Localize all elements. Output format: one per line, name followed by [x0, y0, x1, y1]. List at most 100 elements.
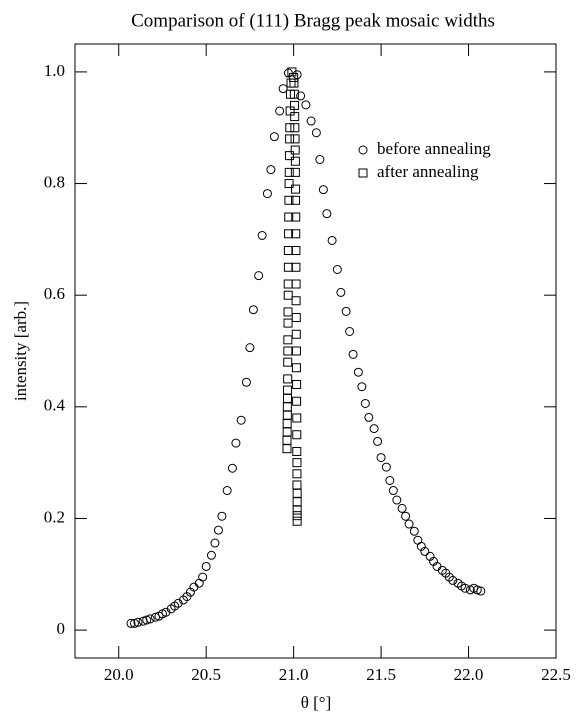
circle-point: [476, 586, 486, 596]
square-point: [290, 123, 300, 133]
square-point: [283, 290, 293, 300]
circle-point: [126, 618, 136, 628]
circle-point: [472, 585, 482, 595]
legend-marker: [358, 145, 368, 155]
plot-frame: [74, 43, 557, 659]
legend-label: before annealing: [377, 139, 491, 158]
circle-point: [248, 305, 258, 315]
x-axis-label: θ [°]: [301, 693, 332, 712]
square-point: [289, 72, 299, 82]
square-point: [292, 480, 302, 490]
square-point: [283, 374, 293, 384]
circle-point: [373, 436, 383, 446]
square-point: [282, 444, 292, 454]
square-point: [291, 195, 301, 205]
circle-point: [311, 128, 321, 138]
circle-point: [404, 519, 414, 529]
square-point: [292, 505, 302, 515]
square-point: [284, 167, 294, 177]
y-axis-label: intensity [arb.]: [11, 301, 30, 401]
y-tick-label: 0.6: [44, 284, 65, 303]
square-point: [282, 410, 292, 420]
circle-point: [292, 70, 302, 80]
square-point: [284, 195, 294, 205]
circle-point: [245, 343, 255, 353]
square-point: [292, 446, 302, 456]
legend-marker: [358, 168, 368, 178]
square-point: [284, 212, 294, 222]
circle-point: [381, 462, 391, 472]
x-tick-label: 21.5: [366, 665, 396, 684]
square-point: [283, 346, 293, 356]
circle-point: [266, 165, 276, 175]
circle-point: [392, 495, 402, 505]
circle-point: [254, 271, 264, 281]
square-point: [290, 156, 300, 166]
square-point: [286, 78, 296, 88]
circle-point: [269, 132, 279, 142]
square-point: [282, 435, 292, 445]
square-point: [291, 212, 301, 222]
circle-point: [376, 453, 386, 463]
circle-point: [460, 583, 470, 593]
circle-point: [448, 575, 458, 585]
circle-point: [129, 618, 139, 628]
square-point: [292, 516, 302, 526]
square-point: [285, 134, 295, 144]
y-tick-label: 0.4: [44, 396, 66, 415]
square-point: [283, 307, 293, 317]
square-point: [283, 279, 293, 289]
circle-point: [315, 155, 325, 165]
circle-point: [142, 615, 152, 625]
circle-point: [336, 287, 346, 297]
circle-point: [364, 412, 374, 422]
square-point: [290, 112, 300, 122]
square-point: [287, 67, 297, 77]
square-point: [283, 246, 293, 256]
x-tick-label: 22.5: [541, 665, 571, 684]
circle-point: [388, 486, 398, 496]
circle-point: [413, 535, 423, 545]
square-point: [291, 262, 301, 272]
circle-point: [397, 503, 407, 513]
circle-point: [278, 84, 288, 94]
x-tick-label: 20.0: [104, 665, 134, 684]
square-point: [289, 78, 299, 88]
circle-point: [210, 538, 220, 548]
square-point: [290, 145, 300, 155]
circle-point: [345, 326, 355, 336]
square-point: [291, 184, 301, 194]
square-point: [283, 318, 293, 328]
circle-point: [306, 116, 316, 126]
circle-point: [201, 561, 211, 571]
square-point: [291, 279, 301, 289]
circle-point: [357, 382, 367, 392]
circle-point: [353, 367, 363, 377]
x-tick-label: 22.0: [454, 665, 484, 684]
circle-point: [236, 415, 246, 425]
circle-point: [318, 185, 328, 195]
square-point: [283, 357, 293, 367]
circle-point: [301, 100, 311, 110]
square-point: [292, 497, 302, 507]
circle-point: [231, 438, 241, 448]
square-point: [291, 246, 301, 256]
x-tick-label: 21.0: [279, 665, 309, 684]
y-tick-label: 0: [57, 619, 66, 638]
square-point: [289, 89, 299, 99]
y-tick-label: 0.2: [44, 507, 65, 526]
square-point: [291, 296, 301, 306]
circle-point: [327, 235, 337, 245]
square-point: [292, 430, 302, 440]
circle-point: [227, 463, 237, 473]
square-point: [290, 134, 300, 144]
square-point: [283, 335, 293, 345]
circle-point: [296, 91, 306, 101]
square-point: [291, 229, 301, 239]
circle-point: [173, 598, 183, 608]
circle-point: [217, 511, 227, 521]
circle-point: [275, 106, 285, 116]
circle-point: [420, 546, 430, 556]
square-point: [284, 229, 294, 239]
